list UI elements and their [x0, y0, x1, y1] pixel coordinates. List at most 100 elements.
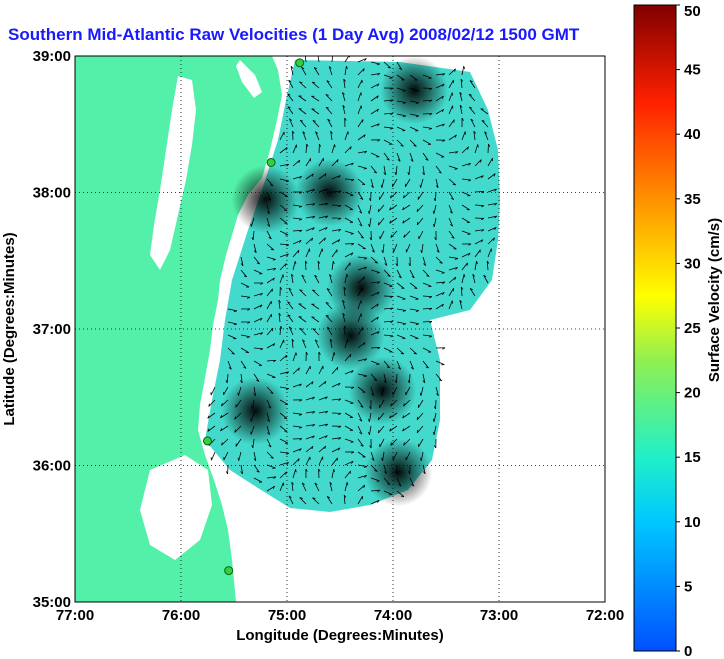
velocity-vector-head — [363, 167, 367, 170]
velocity-vector-head — [454, 68, 456, 72]
velocity-vector — [448, 191, 454, 200]
velocity-vector-head — [350, 441, 354, 443]
velocity-vector-head — [342, 313, 346, 316]
velocity-vector — [344, 191, 354, 196]
velocity-vector-head — [389, 195, 392, 199]
velocity-vector — [357, 243, 366, 250]
velocity-vector — [357, 475, 367, 479]
velocity-vector-head — [361, 183, 366, 186]
velocity-vector — [250, 425, 255, 435]
velocity-hotspot — [380, 56, 449, 125]
velocity-vector-head — [468, 252, 471, 256]
velocity-vector-head — [247, 321, 251, 324]
velocity-vector-head — [481, 218, 485, 221]
velocity-vector-head — [493, 237, 495, 241]
velocity-vector — [473, 131, 476, 141]
velocity-vector-head — [371, 250, 375, 253]
velocity-vector — [312, 328, 320, 336]
y-axis-label: Latitude (Degrees:Minutes) — [1, 232, 18, 425]
velocity-vector — [383, 256, 388, 266]
velocity-vector — [383, 307, 393, 310]
velocity-vector-head — [441, 303, 444, 307]
velocity-vector — [422, 256, 427, 266]
velocity-vector — [433, 425, 437, 435]
velocity-vector-head — [423, 263, 426, 266]
velocity-vector-head — [411, 275, 415, 279]
velocity-vector — [240, 360, 247, 369]
velocity-vector — [420, 178, 424, 188]
velocity-vector — [470, 118, 476, 128]
velocity-vector-head — [301, 274, 305, 278]
velocity-vector — [291, 482, 294, 492]
velocity-vector — [357, 230, 364, 239]
velocity-vector — [448, 266, 458, 271]
velocity-vector-head — [441, 95, 444, 99]
velocity-vector-head — [389, 220, 392, 224]
velocity-vector — [266, 343, 276, 349]
velocity-vector-head — [433, 406, 436, 410]
velocity-vector — [317, 56, 320, 63]
velocity-vector-head — [364, 475, 367, 478]
velocity-vector-head — [441, 109, 445, 113]
velocity-vector-head — [338, 205, 342, 208]
velocity-vector-head — [324, 173, 327, 177]
velocity-vector-head — [419, 392, 422, 396]
velocity-vector — [240, 295, 250, 298]
velocity-vector — [288, 79, 294, 89]
velocity-vector-head — [377, 430, 380, 434]
velocity-vector — [279, 399, 289, 405]
velocity-vector — [292, 383, 302, 388]
velocity-vector — [409, 269, 415, 279]
velocity-vector-head — [338, 229, 342, 232]
velocity-vector — [344, 460, 354, 466]
x-tick-label: 73:00 — [480, 607, 518, 624]
velocity-vector — [279, 274, 284, 284]
x-tick-label: 72:00 — [586, 607, 624, 624]
velocity-vector-head — [305, 53, 307, 55]
velocity-vector — [211, 451, 216, 461]
velocity-vector — [383, 152, 390, 161]
velocity-vector — [461, 131, 466, 141]
velocity-vector — [357, 256, 367, 259]
velocity-vector-head — [246, 296, 251, 299]
velocity-vector-head — [416, 208, 419, 212]
velocity-vector-head — [468, 93, 472, 96]
pamlico-sound — [140, 455, 212, 560]
velocity-vector — [327, 118, 333, 128]
velocity-vector — [383, 165, 387, 175]
velocity-vector — [357, 58, 367, 63]
velocity-vector-head — [438, 379, 442, 382]
velocity-vector-head — [407, 380, 410, 384]
velocity-vector-head — [333, 469, 336, 473]
velocity-vector — [317, 261, 320, 271]
velocity-vector-head — [376, 63, 380, 66]
velocity-vector-head — [460, 286, 464, 290]
velocity-vector — [279, 438, 289, 444]
velocity-vector — [278, 313, 281, 323]
velocity-vector — [311, 316, 320, 323]
velocity-vector — [279, 217, 288, 224]
velocity-vector — [370, 373, 378, 381]
velocity-vector — [357, 204, 363, 214]
velocity-vector — [253, 304, 263, 310]
velocity-vector — [383, 320, 393, 323]
velocity-vector — [390, 438, 398, 446]
velocity-vector — [305, 188, 315, 193]
velocity-vector — [383, 269, 391, 277]
velocity-vector-head — [377, 291, 380, 295]
velocity-vector — [448, 134, 457, 141]
velocity-vector-head — [400, 352, 404, 355]
velocity-vector — [383, 477, 391, 485]
velocity-vector-head — [285, 388, 289, 390]
velocity-vector — [234, 425, 242, 433]
velocity-vector — [409, 334, 419, 339]
velocity-vector — [240, 282, 250, 288]
velocity-vector — [460, 79, 463, 89]
velocity-vector-head — [468, 163, 471, 166]
velocity-vector-head — [344, 117, 347, 121]
velocity-vector-head — [415, 102, 419, 104]
velocity-vector-head — [468, 179, 472, 182]
velocity-vector — [370, 95, 379, 102]
radar-station-marker — [295, 58, 305, 68]
velocity-vector-head — [240, 263, 244, 267]
